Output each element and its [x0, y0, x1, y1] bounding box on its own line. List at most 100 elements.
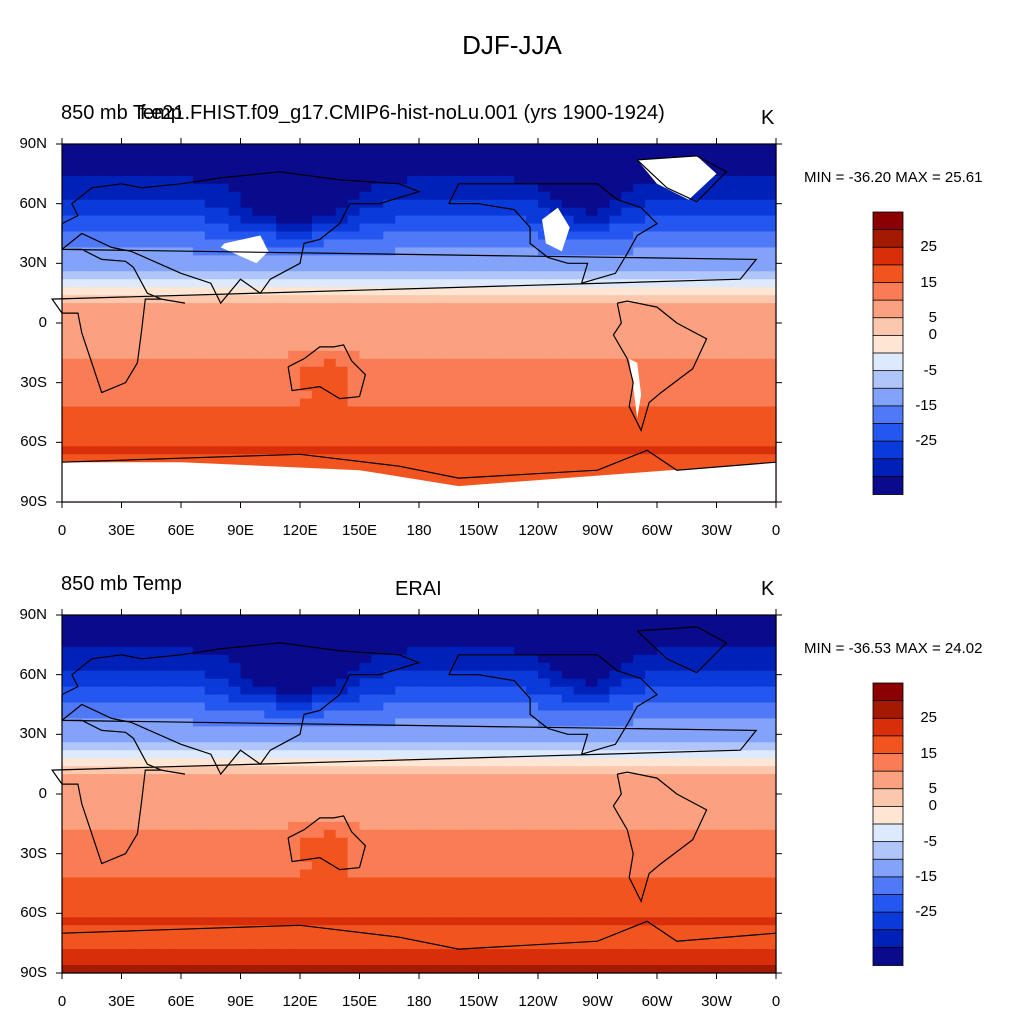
field-cell: [62, 295, 75, 304]
field-cell: [85, 797, 99, 807]
field-cell: [121, 853, 134, 863]
field-cell: [419, 319, 432, 328]
field-cell: [538, 279, 551, 288]
field-cell: [442, 694, 456, 704]
field-cell: [585, 183, 599, 193]
field-cell: [323, 183, 337, 193]
field-cell: [716, 782, 729, 791]
field-cell: [419, 694, 432, 704]
field-cell: [109, 239, 123, 249]
field-cell: [668, 901, 682, 910]
field-cell: [621, 758, 634, 767]
field-cell: [692, 430, 706, 439]
field-cell: [383, 454, 396, 463]
field-cell: [692, 742, 706, 751]
field-cell: [633, 766, 646, 775]
field-cell: [169, 334, 182, 344]
field-cell: [85, 446, 99, 455]
field-cell: [121, 263, 134, 272]
field-cell: [549, 167, 563, 177]
field-cell: [466, 454, 480, 463]
field-cell: [109, 845, 123, 855]
field-cell: [371, 263, 384, 272]
field-cell: [549, 646, 563, 656]
field-cell: [157, 414, 170, 424]
field-cell: [728, 758, 741, 767]
field-cell: [359, 144, 372, 153]
field-cell: [145, 414, 158, 424]
field-cell: [633, 750, 646, 759]
field-cell: [133, 271, 146, 280]
field-cell: [300, 430, 313, 439]
field-cell: [228, 901, 242, 910]
field-cell: [454, 638, 468, 648]
field-cell: [419, 766, 432, 775]
field-cell: [668, 422, 682, 431]
field-cell: [85, 710, 99, 720]
field-cell: [228, 438, 242, 447]
field-cell: [526, 247, 539, 256]
field-cell: [371, 710, 384, 720]
field-cell: [216, 311, 230, 320]
field-cell: [264, 446, 277, 455]
field-cell: [85, 430, 99, 439]
field-cell: [526, 702, 539, 712]
field-cell: [335, 454, 349, 463]
field-cell: [407, 350, 420, 360]
field-cell: [752, 750, 765, 759]
field-cell: [704, 462, 718, 471]
field-cell: [169, 263, 182, 272]
field-cell: [109, 406, 123, 416]
field-cell: [716, 438, 729, 447]
field-cell: [692, 191, 706, 201]
field-cell: [621, 231, 634, 241]
field-cell: [85, 734, 99, 743]
field-cell: [228, 861, 242, 871]
field-cell: [764, 869, 777, 879]
field-cell: [657, 366, 670, 376]
field-cell: [204, 797, 218, 807]
field-cell: [300, 615, 313, 624]
field-cell: [716, 454, 729, 463]
field-cell: [407, 215, 420, 225]
field-cell: [97, 215, 111, 225]
field-cell: [347, 782, 361, 791]
field-cell: [538, 845, 551, 855]
field-cell: [145, 279, 158, 288]
field-cell: [204, 295, 218, 304]
field-cell: [73, 144, 87, 153]
field-cell: [192, 678, 206, 688]
field-cell: [668, 885, 682, 895]
field-cell: [323, 646, 337, 656]
field-cell: [621, 295, 634, 304]
field-cell: [407, 694, 420, 704]
field-cell: [347, 159, 361, 169]
field-cell: [645, 358, 658, 368]
field-cell: [538, 742, 551, 751]
field-cell: [133, 845, 146, 855]
field-cell: [192, 414, 206, 424]
field-cell: [347, 662, 361, 672]
field-cell: [585, 901, 599, 910]
field-cell: [668, 782, 682, 791]
field-cell: [549, 670, 563, 680]
field-cell: [633, 144, 646, 153]
field-cell: [764, 255, 777, 264]
field-cell: [73, 454, 87, 463]
field-cell: [311, 726, 325, 735]
field-cell: [466, 829, 480, 839]
field-cell: [657, 151, 670, 161]
field-cell: [323, 159, 337, 169]
field-cell: [204, 319, 218, 328]
field-cell: [359, 382, 372, 392]
field-cell: [288, 167, 301, 177]
field-cell: [371, 414, 384, 424]
field-cell: [561, 638, 575, 648]
field-cell: [502, 797, 515, 807]
field-cell: [204, 758, 218, 767]
field-cell: [181, 615, 194, 624]
field-cell: [300, 247, 313, 256]
field-cell: [466, 774, 480, 783]
field-cell: [657, 191, 670, 201]
field-cell: [549, 662, 563, 672]
